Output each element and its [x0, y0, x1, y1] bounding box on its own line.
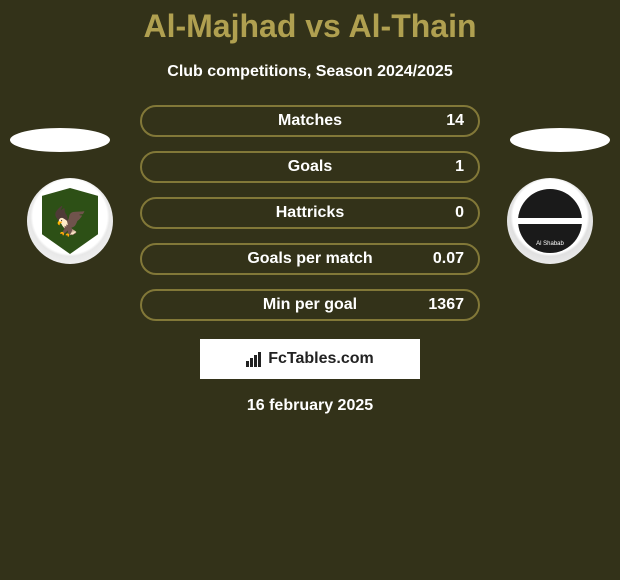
stat-row: Min per goal 1367: [140, 289, 480, 321]
stat-value: 1: [455, 158, 464, 176]
stat-label: Hattricks: [276, 204, 344, 222]
watermark[interactable]: FcTables.com: [200, 339, 420, 379]
stat-label: Matches: [278, 112, 342, 130]
match-date: 16 february 2025: [0, 397, 620, 415]
stat-row: Goals per match 0.07: [140, 243, 480, 275]
team-badge-left: 🦅: [27, 178, 113, 264]
eagle-icon: 🦅: [53, 205, 88, 238]
crest-right: Al Shabab: [518, 189, 582, 253]
stat-value: 0: [455, 204, 464, 222]
stat-row: Hattricks 0: [140, 197, 480, 229]
stat-row: Goals 1: [140, 151, 480, 183]
title-team2: Al-Thain: [349, 8, 477, 44]
stat-row: Matches 14: [140, 105, 480, 137]
stat-label: Goals: [288, 158, 332, 176]
crest-right-stripe: [518, 218, 582, 224]
crest-left: 🦅: [42, 188, 98, 254]
badge-shadow-right: [510, 128, 610, 152]
watermark-text: FcTables.com: [268, 350, 374, 368]
stat-label: Goals per match: [247, 250, 372, 268]
stats-table: Matches 14 Goals 1 Hattricks 0 Goals per match…: [140, 105, 480, 321]
subtitle: Club competitions, Season 2024/2025: [0, 63, 620, 81]
stat-value: 0.07: [433, 250, 464, 268]
team-badge-right: Al Shabab: [507, 178, 593, 264]
stat-value: 1367: [428, 296, 464, 314]
title-vs: vs: [305, 8, 341, 44]
stat-label: Min per goal: [263, 296, 357, 314]
title-team1: Al-Majhad: [143, 8, 296, 44]
stat-value: 14: [446, 112, 464, 130]
chart-icon: [246, 351, 264, 367]
badge-shadow-left: [10, 128, 110, 152]
page-title: Al-Majhad vs Al-Thain: [0, 8, 620, 45]
crest-right-label: Al Shabab: [536, 241, 564, 247]
